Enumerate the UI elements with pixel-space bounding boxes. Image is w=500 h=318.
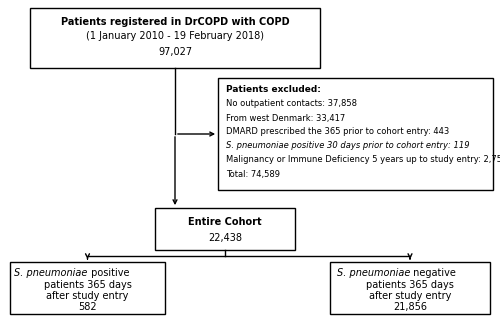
Text: Patients excluded:: Patients excluded: — [226, 86, 321, 94]
Bar — [155, 208, 295, 250]
Text: 21,856: 21,856 — [393, 302, 427, 312]
Bar — [218, 78, 493, 190]
Text: S. pneumoniae: S. pneumoniae — [14, 268, 88, 278]
Bar — [10, 262, 165, 314]
Text: 22,438: 22,438 — [208, 233, 242, 243]
Text: DMARD prescribed the 365 prior to cohort entry: 443: DMARD prescribed the 365 prior to cohort… — [226, 128, 449, 136]
Text: (1 January 2010 - 19 February 2018): (1 January 2010 - 19 February 2018) — [86, 31, 264, 41]
Text: negative: negative — [410, 268, 456, 278]
Text: patients 365 days: patients 365 days — [366, 280, 454, 290]
Text: Malignancy or Immune Deficiency 5 years up to study entry: 2,752: Malignancy or Immune Deficiency 5 years … — [226, 156, 500, 164]
Text: Entire Cohort: Entire Cohort — [188, 217, 262, 227]
Text: after study entry: after study entry — [369, 291, 451, 301]
Text: From west Denmark: 33,417: From west Denmark: 33,417 — [226, 114, 345, 122]
Text: after study entry: after study entry — [46, 291, 128, 301]
Text: 582: 582 — [78, 302, 97, 312]
Text: positive: positive — [88, 268, 129, 278]
Text: S. pneumoniae: S. pneumoniae — [336, 268, 410, 278]
Bar — [30, 8, 320, 68]
Text: No outpatient contacts: 37,858: No outpatient contacts: 37,858 — [226, 100, 357, 108]
Text: 97,027: 97,027 — [158, 47, 192, 57]
Text: Patients registered in DrCOPD with COPD: Patients registered in DrCOPD with COPD — [60, 17, 290, 27]
Bar — [330, 262, 490, 314]
Text: S. pneumoniae positive 30 days prior to cohort entry: 119: S. pneumoniae positive 30 days prior to … — [226, 142, 470, 150]
Text: Total: 74,589: Total: 74,589 — [226, 169, 280, 178]
Text: patients 365 days: patients 365 days — [44, 280, 132, 290]
